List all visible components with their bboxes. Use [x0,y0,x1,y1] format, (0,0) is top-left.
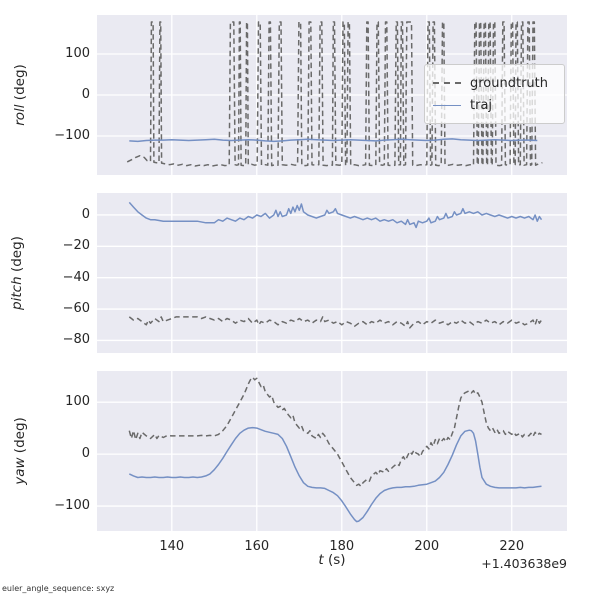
x-tick-label: 200 [414,539,440,554]
roll-axis-label-italic: roll [12,104,28,126]
pitch-axis-label-unit: (deg) [9,236,25,277]
y-tick-label: −100 [54,128,90,144]
y-tick-label: 0 [81,87,90,102]
pitch-plot [97,193,567,353]
roll-axis-label: roll (deg) [12,64,28,126]
yaw-axis-label-italic: yaw [12,457,28,485]
y-tick-label: −20 [62,238,90,254]
y-tick-label: 0 [81,206,90,222]
legend-item-groundtruth: groundtruth [433,72,554,94]
yaw-axis-label: yaw (deg) [12,417,28,485]
y-tick-label: −60 [62,301,90,317]
y-tick-label: −80 [62,332,90,348]
dashed-line-sample-icon [433,82,461,84]
y-tick-label: 100 [65,394,90,410]
legend-label: traj [470,97,493,113]
legend-item-traj: traj [433,94,554,116]
yaw-axis-label-unit: (deg) [12,417,28,458]
pitch-axis-label-italic: pitch [9,276,25,310]
pitch-axis-label: pitch (deg) [9,236,25,310]
x-tick-label: 220 [499,539,525,554]
x-tick-label: 180 [329,539,355,554]
x-tick-label: 140 [159,539,185,554]
yaw-plot [97,371,567,531]
legend-label: groundtruth [470,75,549,91]
x-axis-label: t (s) [97,552,567,568]
legend: groundtruth traj [424,64,565,124]
solid-line-sample-icon [433,104,461,106]
x-axis-offset-text: +1.403638e9 [481,556,567,571]
x-tick-label: 160 [244,539,270,554]
x-axis-label-unit: (s) [323,552,346,568]
y-tick-label: 100 [65,45,90,61]
y-tick-label: −40 [62,269,90,285]
y-tick-label: −100 [54,498,90,514]
x-axis-label-italic: t [318,552,324,568]
y-tick-label: 0 [81,446,90,462]
corner-note: euler_angle_sequence: sxyz [2,584,115,593]
roll-axis-label-unit: (deg) [12,64,28,105]
